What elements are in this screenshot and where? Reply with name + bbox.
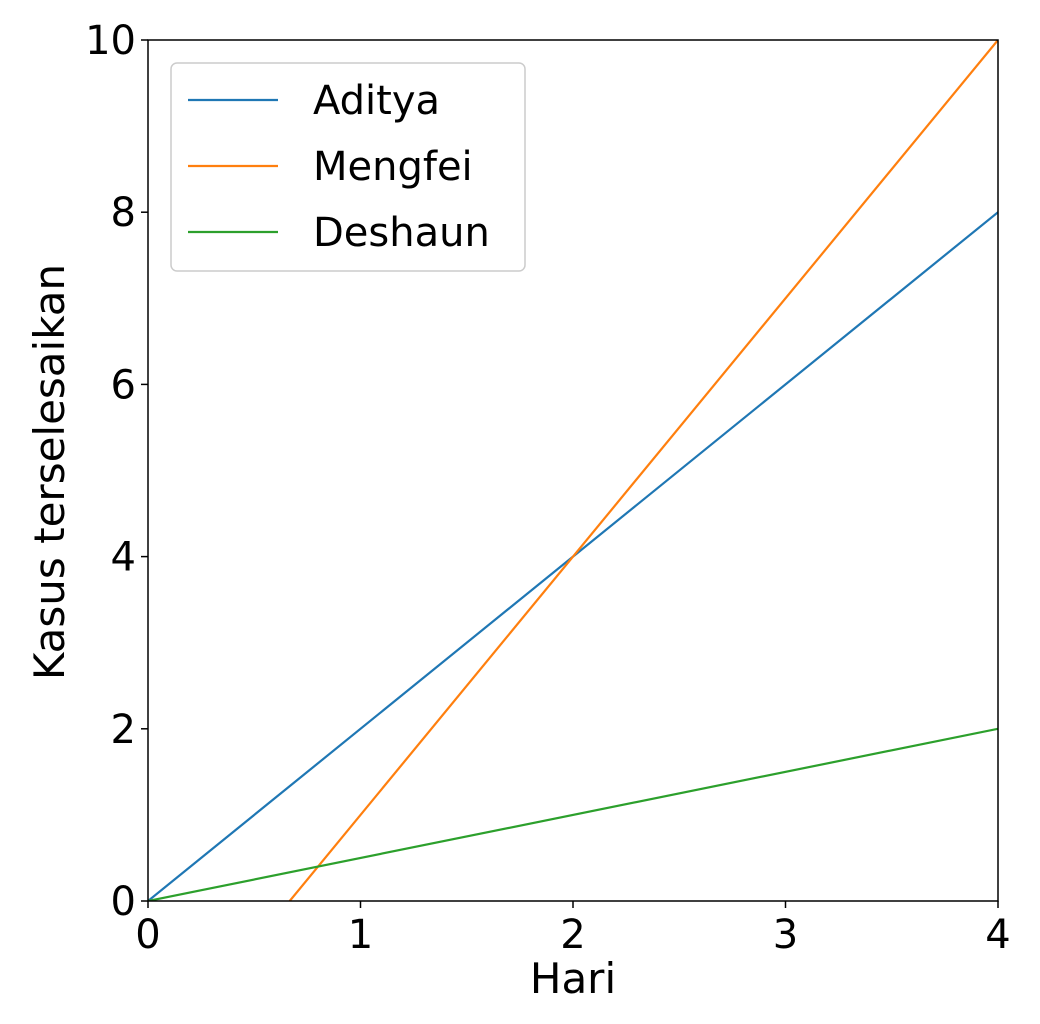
y-tick-label: 6 [111,362,136,408]
y-tick-label: 10 [85,18,136,64]
x-tick-label: 4 [985,912,1010,958]
y-tick-label: 4 [111,535,136,581]
legend-label-deshaun: Deshaun [313,210,490,256]
legend: Aditya Mengfei Deshaun [170,62,526,272]
x-tick-label: 0 [135,912,160,958]
x-tick-label: 2 [560,912,585,958]
x-tick-label: 3 [773,912,798,958]
y-axis-label: Kasus terselesaikan [25,264,74,680]
legend-label-mengfei: Mengfei [313,144,473,190]
series-layer [148,40,998,901]
axis-ticks: 0 1 2 3 4 0 2 4 6 8 10 [85,18,1011,958]
legend-frame [170,62,526,272]
y-tick-label: 0 [111,879,136,925]
series-line-mengfei [288,40,998,901]
y-tick-label: 2 [111,707,136,753]
y-tick-label: 8 [111,190,136,236]
legend-label-aditya: Aditya [313,78,440,124]
series-line-deshaun [148,727,998,901]
x-axis-label: Hari [530,954,616,1003]
x-tick-label: 1 [348,912,373,958]
